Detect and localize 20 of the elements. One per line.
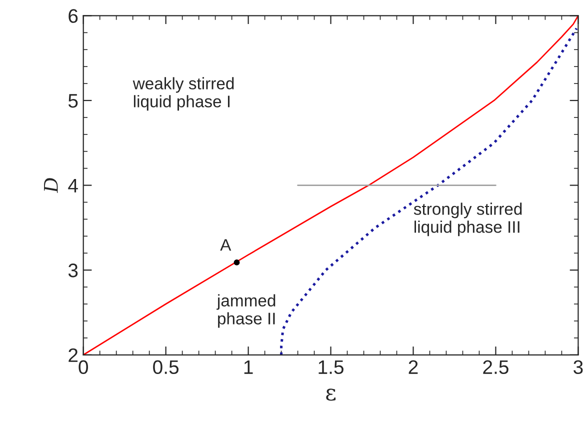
annotation: A — [220, 239, 232, 251]
x-tick-label: 2.5 — [483, 360, 508, 374]
line-series — [83, 16, 578, 355]
y-tick-label: 2 — [68, 348, 78, 362]
annotation: strongly stirred liquid phase III — [414, 202, 522, 236]
y-tick-label: 5 — [68, 94, 78, 108]
y-tick-label: 6 — [68, 9, 78, 23]
x-tick-label: 2 — [408, 360, 418, 374]
y-tick-label: 4 — [68, 178, 78, 192]
y-axis-title: D — [44, 178, 58, 194]
line-series — [280, 27, 578, 355]
x-tick-label: 3 — [574, 360, 583, 374]
y-tick-label: 3 — [68, 264, 78, 278]
x-tick-label: 0.5 — [153, 360, 179, 374]
x-tick-label: 1.5 — [318, 360, 344, 374]
annotation: jammed phase II — [216, 294, 276, 328]
x-tick-label: 1 — [244, 360, 253, 374]
x-axis-title: ε — [326, 388, 336, 401]
annotation: weakly stirred liquid phase I — [132, 77, 234, 111]
x-tick-label: 0 — [78, 360, 88, 374]
